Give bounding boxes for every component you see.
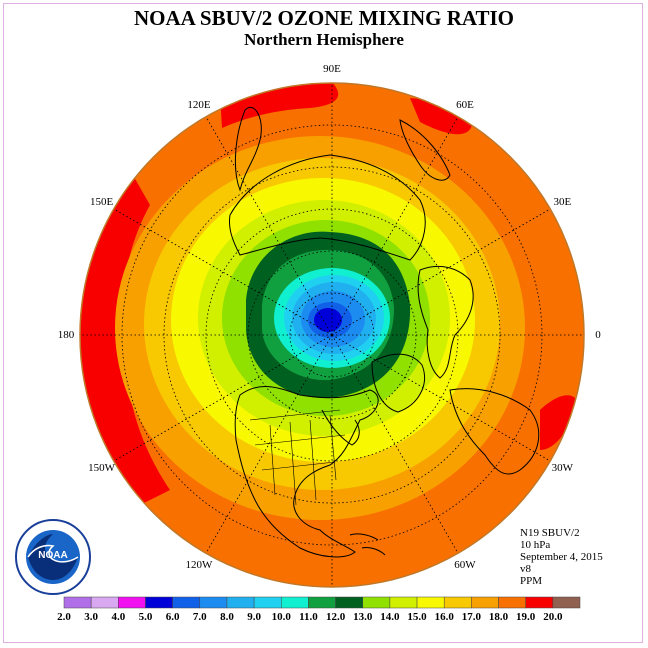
color-scale-swatch bbox=[145, 596, 173, 609]
color-scale-label: 6.0 bbox=[166, 611, 180, 623]
ozone-zone-18-19-east bbox=[540, 395, 578, 450]
color-scale-label: 15.0 bbox=[407, 611, 427, 623]
info-block: N19 SBUV/2 10 hPa September 4, 2015 v8 P… bbox=[520, 527, 603, 587]
color-scale-label: 16.0 bbox=[435, 611, 455, 623]
color-scale-label: 19.0 bbox=[516, 611, 536, 623]
color-scale-swatch bbox=[362, 596, 391, 609]
longitude-label: 120E bbox=[187, 98, 211, 111]
us-state-lines bbox=[249, 409, 346, 506]
longitude-label: 120W bbox=[185, 559, 213, 572]
longitude-label: 0 bbox=[595, 329, 601, 341]
color-scale-swatch bbox=[63, 596, 92, 609]
longitude-label: 150W bbox=[88, 462, 116, 474]
color-scale-swatch bbox=[226, 596, 255, 609]
longitude-label: 90E bbox=[323, 63, 341, 75]
color-scale-swatch bbox=[118, 596, 146, 609]
longitude-label: 60W bbox=[454, 559, 476, 572]
color-scale-label: 3.0 bbox=[84, 611, 98, 623]
color-scale-swatch bbox=[308, 596, 336, 609]
longitude-label: 150E bbox=[90, 196, 114, 208]
color-scale-swatch bbox=[335, 596, 363, 609]
longitude-label: 180 bbox=[57, 329, 75, 341]
color-scale-label: 2.0 bbox=[57, 611, 71, 623]
longitude-label: 30W bbox=[551, 462, 574, 474]
ozone-zone-minimum bbox=[314, 308, 342, 332]
color-scale-label: 11.0 bbox=[299, 611, 318, 623]
date-label: September 4, 2015 bbox=[520, 551, 603, 563]
color-scale-swatch bbox=[416, 596, 445, 609]
color-scale-swatch bbox=[498, 596, 526, 609]
color-scale-swatch bbox=[443, 596, 472, 609]
color-scale-label: 12.0 bbox=[326, 611, 346, 623]
longitude-label: 60E bbox=[456, 98, 474, 111]
page-title: NOAA SBUV/2 OZONE MIXING RATIO bbox=[134, 6, 514, 30]
color-scale-label: 17.0 bbox=[462, 611, 482, 623]
instrument-label: N19 SBUV/2 bbox=[520, 527, 580, 539]
map-boundary bbox=[79, 82, 585, 588]
color-scale-label: 5.0 bbox=[139, 611, 153, 623]
color-scale-swatch bbox=[90, 596, 119, 609]
color-scale-label: 14.0 bbox=[380, 611, 400, 623]
page-subtitle: Northern Hemisphere bbox=[244, 30, 404, 49]
color-scale-swatch bbox=[525, 596, 554, 609]
logo-text: NOAA bbox=[38, 550, 67, 561]
color-scale-label: 4.0 bbox=[111, 611, 125, 623]
ozone-zone-18-19-northeast bbox=[410, 98, 472, 135]
color-scale-label: 20.0 bbox=[543, 611, 563, 623]
color-scale-label: 10.0 bbox=[272, 611, 292, 623]
pressure-level-label: 10 hPa bbox=[520, 539, 551, 551]
color-scale-swatch bbox=[281, 596, 309, 609]
color-scale-swatch bbox=[172, 596, 201, 609]
color-scale-swatch bbox=[552, 596, 581, 609]
color-scale-swatch bbox=[253, 596, 282, 609]
color-scale-swatch bbox=[471, 596, 499, 609]
color-scale-label: 18.0 bbox=[489, 611, 509, 623]
ozone-zone-18-19-west bbox=[80, 170, 170, 505]
units-label: PPM bbox=[520, 575, 543, 587]
version-label: v8 bbox=[520, 563, 531, 575]
coastlines bbox=[229, 107, 540, 558]
color-scale-label: 7.0 bbox=[193, 611, 207, 623]
figure-frame bbox=[3, 3, 643, 643]
color-scale-label: 13.0 bbox=[353, 611, 373, 623]
color-scale-swatch bbox=[389, 596, 418, 609]
color-scale-label: 9.0 bbox=[247, 611, 261, 623]
color-scale-label: 8.0 bbox=[220, 611, 234, 623]
longitude-label: 30E bbox=[553, 196, 572, 208]
color-scale-swatch bbox=[199, 596, 228, 609]
noaa-logo: NOAA bbox=[15, 519, 91, 595]
